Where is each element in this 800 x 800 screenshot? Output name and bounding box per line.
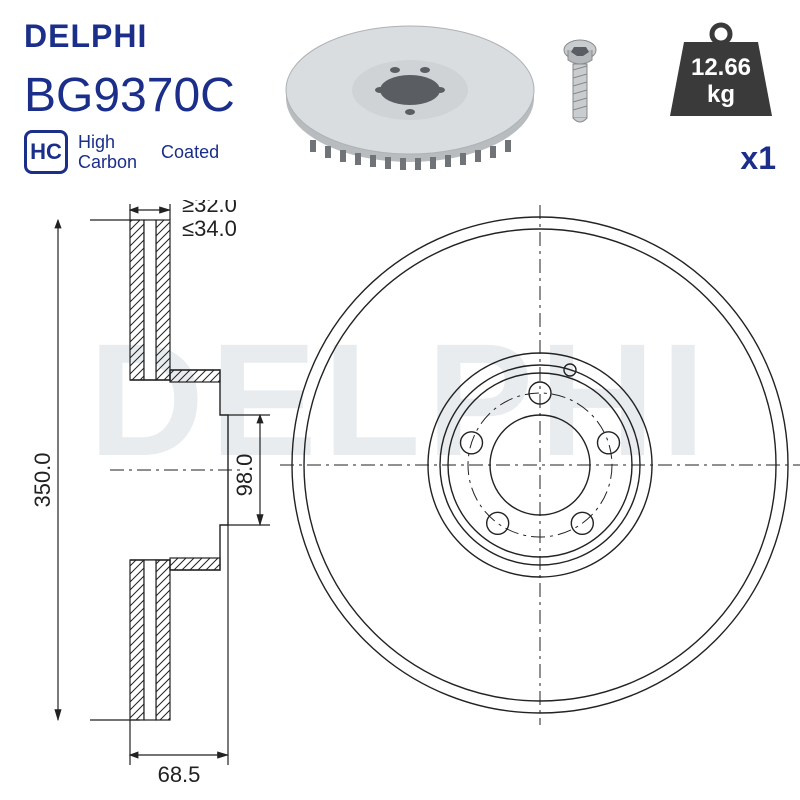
bolt-icon bbox=[560, 38, 600, 128]
svg-text:12.66: 12.66 bbox=[691, 54, 751, 81]
svg-text:98.0: 98.0 bbox=[232, 454, 257, 497]
quantity-label: x1 bbox=[740, 140, 776, 177]
technical-diagram: 350.0 98.0 bbox=[0, 200, 800, 790]
hc-icon: HC bbox=[24, 130, 68, 174]
part-number: BG9370C bbox=[24, 68, 235, 123]
svg-text:350.0: 350.0 bbox=[30, 452, 55, 507]
front-view bbox=[280, 205, 800, 725]
svg-text:≥32.0: ≥32.0 bbox=[182, 200, 237, 217]
weight-badge: 12.66 kg bbox=[666, 20, 776, 120]
svg-text:kg: kg bbox=[707, 81, 735, 108]
svg-text:68.5: 68.5 bbox=[158, 762, 201, 787]
brand-logo: DELPHI bbox=[24, 18, 147, 55]
cross-section-view: 350.0 98.0 bbox=[30, 200, 270, 787]
svg-text:≤34.0: ≤34.0 bbox=[182, 216, 237, 241]
brake-disc-photo bbox=[280, 20, 540, 180]
hc-text: High Carbon bbox=[78, 132, 137, 172]
hc-feature-row: HC High Carbon Coated bbox=[24, 130, 219, 174]
coated-label: Coated bbox=[161, 142, 219, 163]
